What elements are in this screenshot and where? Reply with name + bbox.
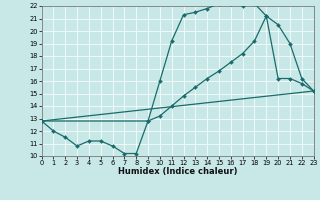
X-axis label: Humidex (Indice chaleur): Humidex (Indice chaleur) — [118, 167, 237, 176]
